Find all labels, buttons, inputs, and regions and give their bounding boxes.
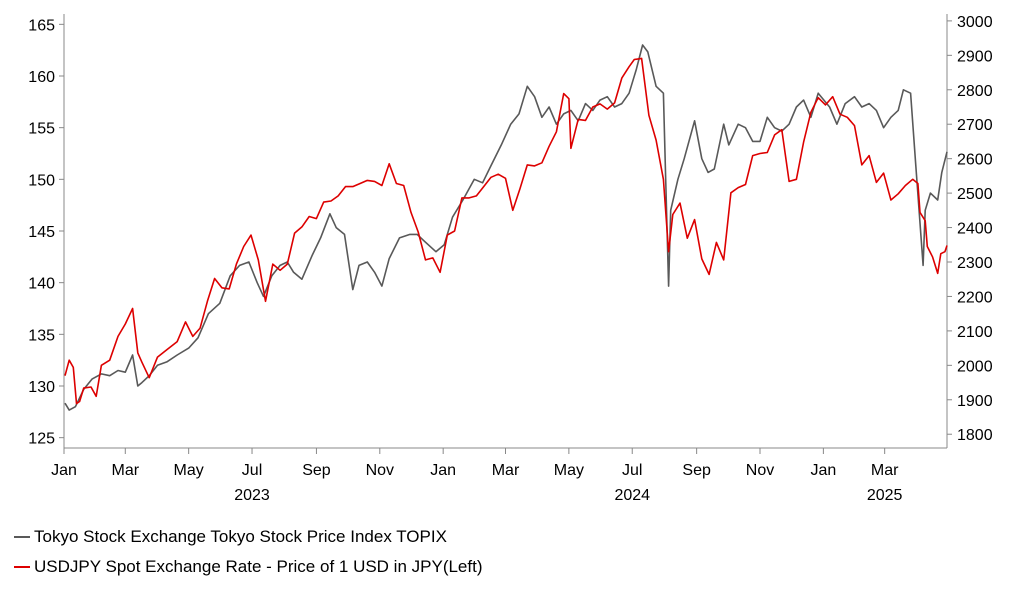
x-tick-label: Nov <box>366 462 394 479</box>
legend-swatch-topix <box>14 536 30 538</box>
right-tick-label: 1800 <box>957 427 993 444</box>
right-tick-label: 2000 <box>957 358 993 375</box>
left-tick-label: 135 <box>28 327 55 344</box>
left-tick-label: 140 <box>28 276 55 293</box>
left-tick-label: 125 <box>28 431 55 448</box>
right-tick-label: 2200 <box>957 289 993 306</box>
x-tick-label: Mar <box>871 462 899 479</box>
legend-item-usdjpy: USDJPY Spot Exchange Rate - Price of 1 U… <box>14 552 483 582</box>
year-label: 2023 <box>234 487 270 504</box>
x-tick-label: Jan <box>430 462 456 479</box>
x-tick-label: Jul <box>242 462 262 479</box>
x-tick-label: Jul <box>622 462 642 479</box>
right-tick-label: 3000 <box>957 14 993 31</box>
legend-item-topix: Tokyo Stock Exchange Tokyo Stock Price I… <box>14 522 483 552</box>
x-tick-label: May <box>174 462 204 479</box>
right-tick-label: 2100 <box>957 324 993 341</box>
x-tick-label: Jan <box>51 462 77 479</box>
legend: Tokyo Stock Exchange Tokyo Stock Price I… <box>14 522 483 582</box>
x-tick-label: Mar <box>112 462 140 479</box>
right-tick-label: 2500 <box>957 186 993 203</box>
right-tick-label: 2400 <box>957 221 993 238</box>
right-tick-label: 2600 <box>957 152 993 169</box>
legend-swatch-usdjpy <box>14 566 30 568</box>
right-tick-label: 2700 <box>957 117 993 134</box>
x-tick-label: May <box>554 462 584 479</box>
right-tick-label: 1900 <box>957 393 993 410</box>
legend-label-topix: Tokyo Stock Exchange Tokyo Stock Price I… <box>34 527 447 546</box>
x-tick-label: Mar <box>492 462 520 479</box>
x-tick-label: Sep <box>682 462 711 479</box>
x-tick-label: Sep <box>302 462 331 479</box>
series-layer <box>64 44 948 411</box>
right-tick-label: 2800 <box>957 83 993 100</box>
right-tick-label: 2300 <box>957 255 993 272</box>
axes-layer: 125 130 135 140 145 150 155 160 165 1800 1900 2000 2… <box>28 14 992 504</box>
x-tick-label: Nov <box>746 462 774 479</box>
left-tick-label: 150 <box>28 172 55 189</box>
left-tick-label: 165 <box>28 17 55 34</box>
year-label: 2024 <box>614 487 650 504</box>
series-line-usdjpy <box>64 57 948 405</box>
year-label: 2025 <box>867 487 903 504</box>
left-tick-label: 145 <box>28 224 55 241</box>
left-tick-label: 160 <box>28 69 55 86</box>
left-tick-label: 130 <box>28 379 55 396</box>
x-tick-label: Jan <box>810 462 836 479</box>
series-line-topix <box>64 44 948 411</box>
left-tick-label: 155 <box>28 121 55 138</box>
right-tick-label: 2900 <box>957 48 993 65</box>
legend-label-usdjpy: USDJPY Spot Exchange Rate - Price of 1 U… <box>34 557 483 576</box>
dual-axis-line-chart: 125 130 135 140 145 150 155 160 165 1800 1900 2000 2… <box>28 14 992 504</box>
